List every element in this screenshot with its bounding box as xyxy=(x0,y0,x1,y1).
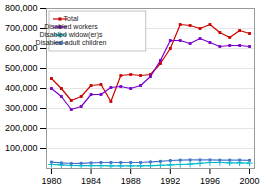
svg-text:200,000: 200,000 xyxy=(5,123,38,133)
svg-text:Disabled widow(er)s: Disabled widow(er)s xyxy=(39,31,103,39)
svg-text:300,000: 300,000 xyxy=(5,103,38,113)
svg-text:1980: 1980 xyxy=(41,176,61,186)
svg-text:1996: 1996 xyxy=(200,176,220,186)
svg-text:100,000: 100,000 xyxy=(5,143,38,153)
svg-text:600,000: 600,000 xyxy=(5,43,38,53)
svg-text:400,000: 400,000 xyxy=(5,83,38,93)
svg-text:Disabled adult children: Disabled adult children xyxy=(36,39,107,46)
svg-text:500,000: 500,000 xyxy=(5,63,38,73)
svg-text:Total: Total xyxy=(64,15,79,22)
svg-text:1992: 1992 xyxy=(160,176,180,186)
svg-text:2000: 2000 xyxy=(240,176,260,186)
svg-text:Disabled workers: Disabled workers xyxy=(44,23,98,30)
svg-text:1988: 1988 xyxy=(121,176,141,186)
svg-text:800,000: 800,000 xyxy=(5,3,38,13)
svg-text:1984: 1984 xyxy=(81,176,101,186)
svg-text:700,000: 700,000 xyxy=(5,23,38,33)
